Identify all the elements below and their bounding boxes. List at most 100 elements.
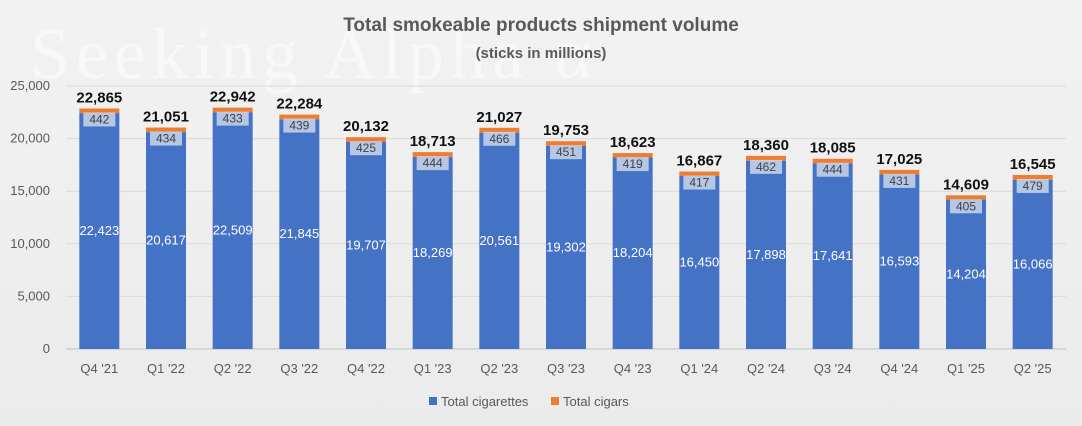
chart-title: Total smokeable products shipment volume [343, 15, 739, 36]
x-tick-label: Q3 '23 [547, 361, 585, 376]
cigars-label-box [683, 175, 716, 190]
total-data-label: 17,025 [876, 151, 922, 168]
cigarettes-data-label: 16,450 [679, 254, 719, 269]
cigars-data-label: 419 [623, 157, 643, 171]
total-data-label: 18,713 [410, 133, 456, 150]
bar-cigarettes [1012, 179, 1053, 349]
bar-cigars [546, 141, 586, 146]
cigarettes-data-label: 19,302 [546, 239, 586, 254]
legend: Total cigarettes Total cigars [429, 394, 629, 409]
cigars-label-box [416, 156, 449, 171]
bars: 442 22,423 22,865 434 20,617 21,051 433 22,509 2… [76, 89, 1056, 349]
bar-cigars [746, 155, 786, 161]
legend-label-cigars: Total cigars [563, 394, 629, 409]
x-tick-label: Q3 '24 [814, 361, 852, 376]
cigars-label-box [750, 159, 782, 174]
y-tick-label: 20,000 [10, 131, 50, 146]
bar-cigars [1012, 174, 1053, 180]
total-data-label: 19,753 [543, 122, 589, 139]
bar-cigars [346, 137, 386, 142]
cigarettes-data-label: 17,641 [813, 248, 853, 263]
x-tick-label: Q2 '23 [480, 361, 518, 376]
bar-cigarettes [412, 156, 453, 349]
cigars-data-label: 431 [889, 174, 909, 188]
y-tick-label: 15,000 [10, 183, 50, 198]
total-data-label: 16,867 [676, 153, 722, 170]
bar-cigarettes [212, 112, 253, 349]
cigars-label-box [950, 199, 982, 214]
bar-cigarettes [812, 163, 853, 349]
cigars-data-label: 439 [289, 119, 309, 133]
total-data-label: 18,360 [743, 137, 789, 154]
x-tick-label: Q4 '21 [80, 361, 118, 376]
x-tick-label: Q1 '25 [947, 361, 985, 376]
total-data-label: 20,132 [343, 118, 389, 135]
total-data-label: 21,051 [143, 109, 189, 126]
cigars-label-box [83, 112, 116, 127]
cigars-data-label: 444 [423, 156, 443, 170]
bar-cigars [212, 107, 253, 113]
y-tick-label: 10,000 [10, 236, 50, 251]
cigars-label-box [550, 145, 582, 160]
watermark-logo: Seeking Alpha α [30, 14, 598, 94]
legend-label-cigarettes: Total cigarettes [441, 394, 529, 409]
total-data-label: 18,623 [610, 134, 656, 151]
bar-cigars [279, 114, 320, 120]
bar-cigarettes [879, 174, 920, 349]
cigars-data-label: 442 [89, 112, 109, 126]
x-tick-label: Q1 '22 [147, 361, 185, 376]
cigars-data-label: 451 [556, 145, 576, 159]
cigars-label-box [483, 131, 516, 146]
cigars-data-label: 417 [689, 176, 709, 190]
cigarettes-data-label: 20,617 [146, 233, 186, 248]
total-data-label: 14,609 [943, 176, 989, 193]
y-tick-label: 0 [43, 341, 50, 356]
bar-cigars [679, 171, 720, 176]
bar-cigarettes [679, 175, 720, 349]
total-data-label: 16,545 [1010, 156, 1056, 173]
cigarettes-data-label: 17,898 [746, 247, 786, 262]
cigars-data-label: 462 [756, 160, 776, 174]
x-tick-label: Q2 '22 [214, 361, 252, 376]
total-data-label: 22,865 [76, 89, 122, 106]
cigarettes-data-label: 14,204 [946, 266, 986, 281]
cigars-data-label: 434 [156, 132, 176, 146]
legend-swatch-cigars [551, 397, 559, 405]
cigars-label-box [816, 162, 849, 177]
total-data-label: 22,284 [276, 96, 323, 113]
bar-cigars [479, 127, 520, 133]
bar-cigars [612, 153, 653, 158]
x-axis: Q4 '21 Q1 '22 Q2 '22 Q3 '22 Q4 '22 Q1 '23 Q2 '… [80, 361, 1051, 376]
cigarettes-data-label: 22,509 [213, 223, 253, 238]
bar-cigars [146, 127, 186, 133]
cigarettes-data-label: 18,269 [413, 245, 453, 260]
cigars-label-box [216, 111, 249, 126]
total-data-label: 21,027 [476, 109, 522, 126]
chart-subtitle: (sticks in millions) [476, 45, 607, 62]
bar-cigarettes [479, 132, 520, 349]
cigars-label-box [883, 173, 916, 188]
total-data-label: 18,085 [810, 140, 856, 157]
cigars-label-box [1016, 178, 1049, 193]
cigars-label-box [616, 157, 649, 172]
y-axis: 0 5,000 10,000 15,000 20,000 25,000 [10, 78, 50, 356]
cigars-data-label: 405 [956, 199, 976, 213]
cigars-data-label: 444 [823, 163, 843, 177]
cigarettes-data-label: 16,066 [1013, 256, 1053, 271]
x-tick-label: Q4 '23 [614, 361, 652, 376]
bar-cigars [79, 108, 120, 114]
y-tick-label: 25,000 [10, 78, 50, 93]
cigarettes-data-label: 16,593 [879, 254, 919, 269]
x-tick-label: Q1 '23 [414, 361, 452, 376]
cigars-data-label: 425 [356, 141, 376, 155]
cigarettes-data-label: 20,561 [479, 233, 519, 248]
bar-cigars [812, 158, 853, 164]
cigarettes-data-label: 19,707 [346, 237, 386, 252]
bar-cigarettes [146, 132, 186, 349]
bar-cigarettes [546, 145, 586, 349]
bar-cigars [879, 169, 920, 175]
x-tick-label: Q2 '25 [1014, 361, 1052, 376]
cigars-label-box [150, 131, 182, 146]
x-tick-label: Q2 '24 [747, 361, 785, 376]
